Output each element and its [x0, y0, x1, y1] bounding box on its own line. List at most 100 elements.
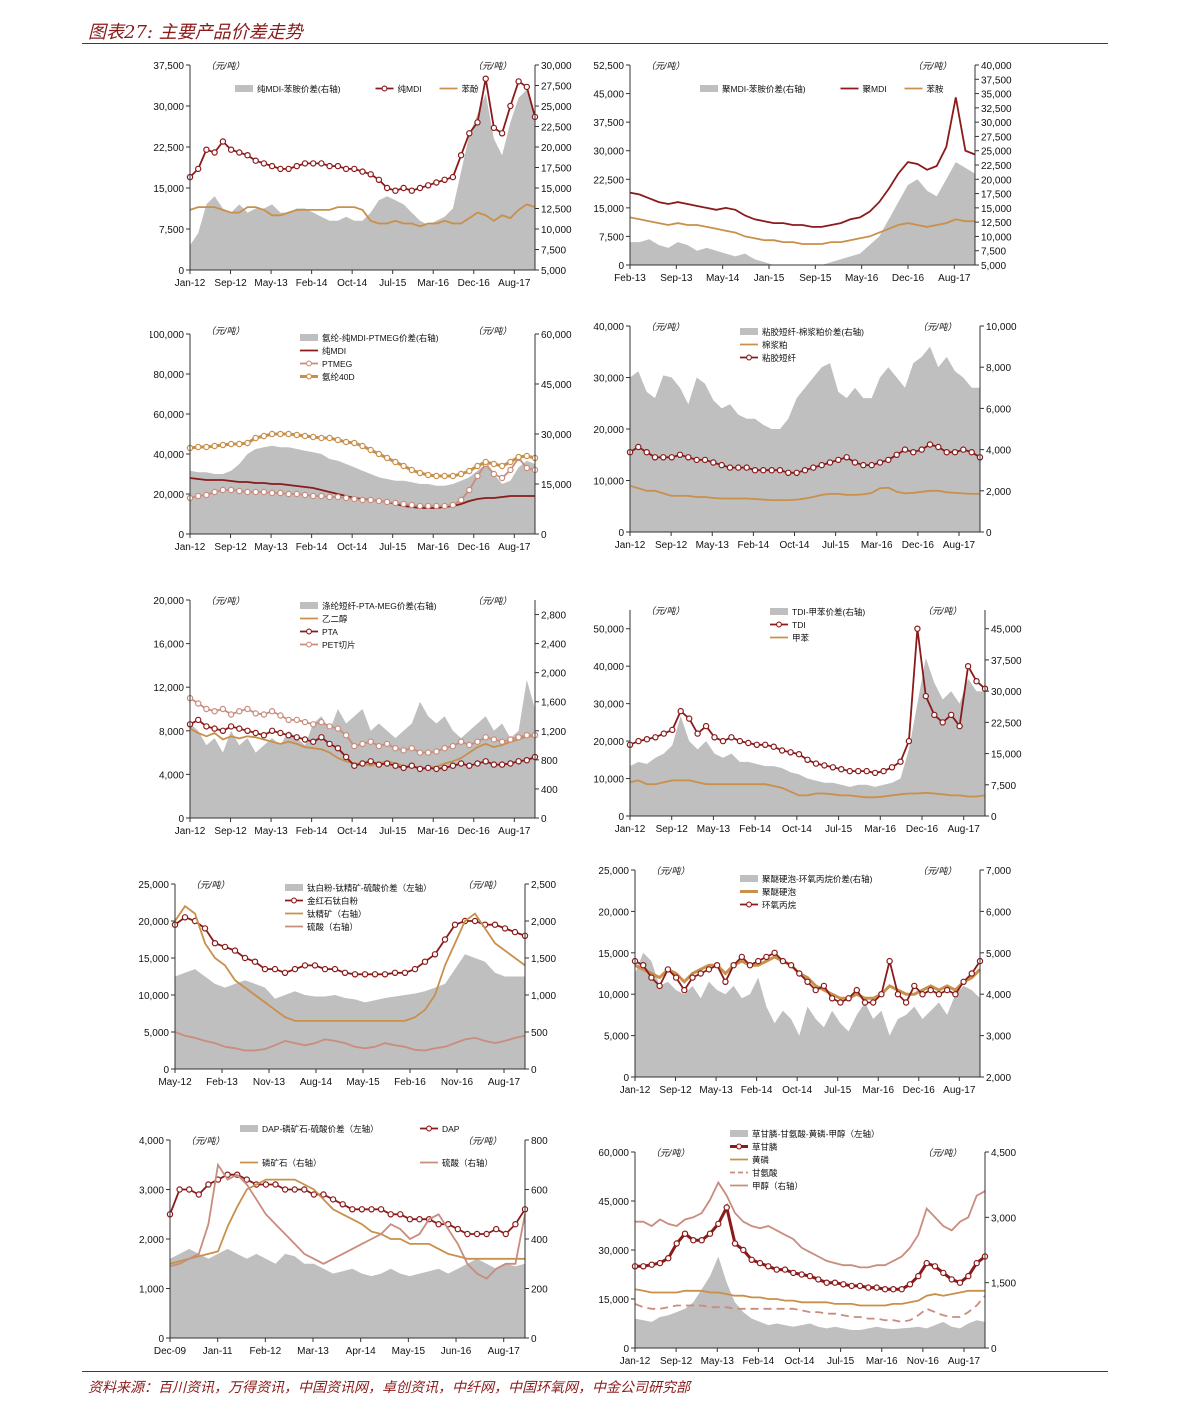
- point-1-2-15: [301, 160, 309, 167]
- y-right-tick-label: 20,000: [541, 143, 572, 154]
- point-6-2-34: [905, 737, 913, 745]
- y-left-tick-label: 0: [623, 1073, 629, 1084]
- legend-label: 磷矿石（右轴）: [262, 1158, 322, 1168]
- x-tick-label: Jul-15: [379, 542, 407, 553]
- point-9-2-3: [185, 1186, 193, 1193]
- unit-right-label: （元/吨）: [923, 606, 962, 616]
- y-right-tick-label: 15,000: [541, 480, 572, 491]
- point-1-2-30: [425, 182, 432, 189]
- point-7-2-15: [311, 962, 319, 969]
- point-3-4-27: [400, 462, 407, 470]
- point-1-2-16: [309, 160, 317, 167]
- point-3-3-9: [252, 488, 259, 496]
- point-4-3-36: [918, 446, 925, 453]
- series-area-9-1: [170, 1248, 525, 1338]
- legend-entry: TDI: [770, 620, 806, 630]
- x-tick-label: Sep-15: [799, 273, 832, 284]
- y-left-tick-label: 15,000: [138, 954, 169, 965]
- point-9-2-21: [358, 1206, 366, 1213]
- y-right-tick-label: 7,500: [991, 781, 1016, 792]
- series-line-9-2: [169, 1173, 526, 1236]
- point-3-3-15: [301, 491, 309, 499]
- series-line-9-3: [169, 1178, 525, 1265]
- legend-entry: 粘胶短纤: [740, 353, 797, 363]
- point-6-2-20: [787, 749, 794, 756]
- point-3-4-2: [195, 443, 202, 451]
- point-3-4-28: [408, 466, 415, 474]
- point-6-2-9: [694, 730, 701, 737]
- y-right-tick-label: 2,800: [541, 611, 566, 622]
- legend-entry: 聚MDI: [840, 84, 887, 94]
- point-4-3-15: [743, 464, 750, 471]
- point-7-2-22: [381, 971, 389, 978]
- point-4-3-29: [860, 461, 867, 469]
- legend-label: 涤纶短纤-PTA-MEG价差(右轴): [322, 601, 437, 611]
- point-5-3-36: [474, 760, 481, 767]
- point-6-2-41: [964, 662, 972, 670]
- point-8-3-17: [763, 953, 770, 961]
- point-4-3-4: [651, 454, 659, 461]
- point-8-3-24: [820, 982, 828, 990]
- x-tick-label: Apr-14: [346, 1346, 376, 1357]
- y-right-tick-label: 5,000: [541, 266, 566, 277]
- point-5-3-41: [515, 758, 522, 765]
- legend-entry: 纯MDI-苯胺价差(右轴): [235, 84, 341, 94]
- point-9-2-22: [368, 1206, 375, 1213]
- point-3-3-36: [474, 472, 481, 480]
- x-tick-label: Mar-16: [866, 1356, 898, 1367]
- x-tick-label: Sep-12: [656, 824, 689, 835]
- y-right-tick-label: 2,400: [541, 640, 566, 651]
- y-right-tick-label: 1,000: [531, 991, 556, 1002]
- point-8-3-10: [705, 966, 713, 973]
- legend-label: TDI: [792, 620, 806, 630]
- x-tick-label: Mar-16: [862, 1085, 894, 1096]
- x-tick-label: Sep-12: [660, 1356, 693, 1367]
- legend-entry: 聚醚硬泡: [740, 887, 797, 897]
- x-tick-label: Aug-17: [498, 278, 531, 289]
- y-left-tick-label: 30,000: [153, 102, 184, 113]
- point-8-3-36: [919, 990, 926, 998]
- point-6-2-16: [753, 741, 760, 748]
- point-4-3-21: [793, 469, 800, 476]
- point-9-2-27: [416, 1215, 423, 1223]
- x-tick-label: Sep-12: [214, 542, 247, 553]
- point-5-4-31: [433, 748, 440, 755]
- point-7-2-8: [241, 954, 249, 962]
- point-5-4-8: [244, 705, 251, 713]
- point-4-3-9: [693, 456, 700, 464]
- x-tick-label: May-13: [254, 826, 288, 837]
- point-1-2-7: [236, 149, 243, 156]
- chart-axes-8: [634, 870, 981, 1078]
- y-left-tick-label: 20,000: [153, 596, 184, 607]
- point-8-3-9: [697, 970, 704, 977]
- point-9-2-32: [464, 1230, 471, 1238]
- unit-left-label: （元/吨）: [646, 606, 685, 616]
- point-8-3-31: [878, 990, 885, 998]
- point-4-3-39: [943, 448, 950, 456]
- point-8-3-8: [689, 974, 696, 981]
- y-left-tick-label: 25,000: [598, 866, 629, 877]
- source-note: 资料来源：百川资讯，万得资讯，中国资讯网，卓创资讯，中纤网，中国环氧网，中金公司…: [88, 1380, 690, 1396]
- point-3-3-8: [244, 488, 251, 496]
- y-right-tick-label: 15,000: [991, 750, 1022, 761]
- point-9-2-35: [493, 1225, 500, 1233]
- x-tick-label: Sep-12: [214, 278, 247, 289]
- point-3-4-8: [244, 439, 251, 447]
- point-8-3-35: [911, 982, 918, 990]
- y-right-tick-label: 27,500: [981, 132, 1012, 143]
- x-tick-label: Jan-12: [615, 824, 646, 835]
- point-5-4-30: [425, 749, 432, 756]
- point-3-4-37: [482, 458, 489, 466]
- legend-entry: 纯MDI: [300, 346, 346, 356]
- point-9-2-33: [473, 1230, 481, 1238]
- chart-svg-3: 0 20,000 40,000 60,000 80,000 100,000 0 15,000 3…: [148, 326, 572, 553]
- y-right-tick-label: 2,000: [986, 487, 1011, 498]
- point-3-3-11: [268, 489, 276, 497]
- x-tick-label: Aug-17: [498, 826, 531, 837]
- point-3-4-4: [211, 442, 218, 450]
- chart-axes-5: [189, 600, 536, 819]
- x-tick-label: Mar-16: [417, 278, 449, 289]
- y-right-tick-label: 7,000: [986, 866, 1011, 877]
- y-right-tick-label: 0: [531, 1334, 537, 1345]
- x-tick-label: Feb-14: [296, 278, 328, 289]
